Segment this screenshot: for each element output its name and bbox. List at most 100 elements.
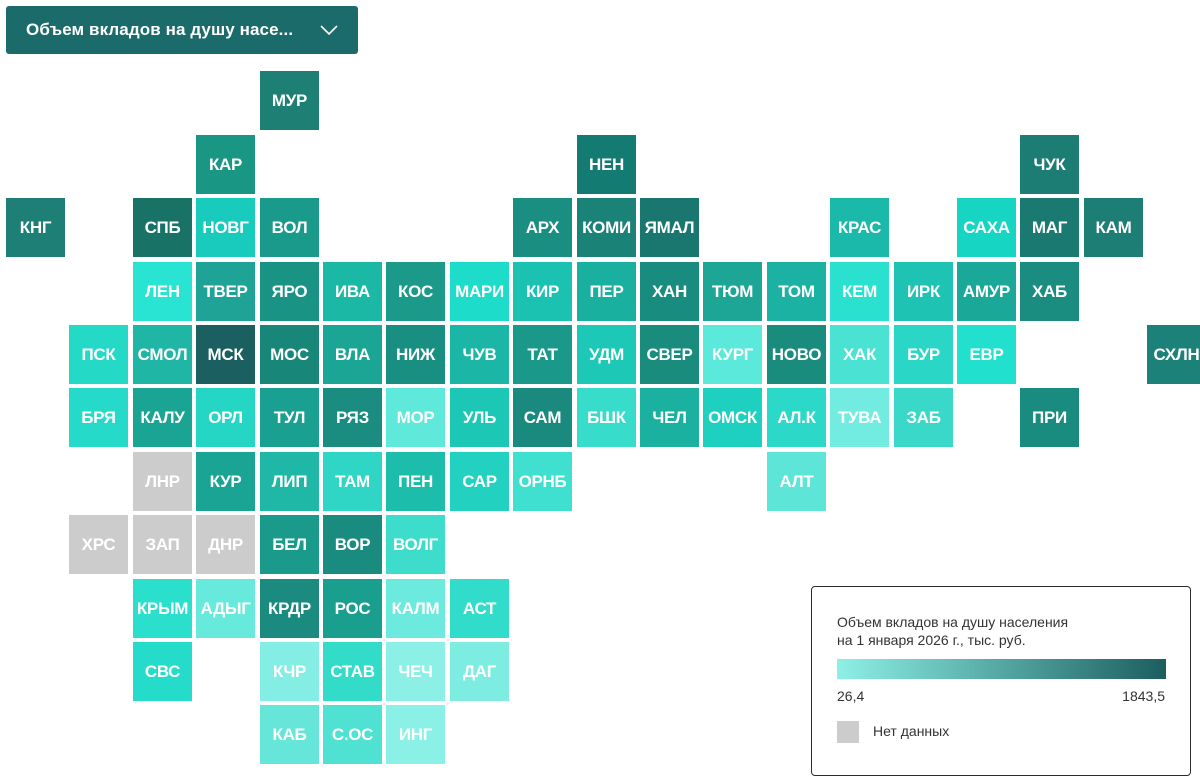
region-tile-тюм[interactable]: ТЮМ — [703, 262, 762, 321]
legend-max-value: 1843,5 — [1122, 688, 1165, 704]
region-tile-лнр[interactable]: ЛНР — [133, 452, 192, 511]
region-tile-крым[interactable]: КРЫМ — [133, 579, 192, 638]
region-tile-хаб[interactable]: ХАБ — [1020, 262, 1079, 321]
region-tile-кур[interactable]: КУР — [196, 452, 255, 511]
legend-title: Объем вкладов на душу населения на 1 янв… — [837, 613, 1157, 649]
region-tile-хак[interactable]: ХАК — [830, 325, 889, 384]
region-tile-коми[interactable]: КОМИ — [577, 198, 636, 257]
region-tile-ирк[interactable]: ИРК — [894, 262, 953, 321]
region-tile-там[interactable]: ТАМ — [323, 452, 382, 511]
region-tile-кург[interactable]: КУРГ — [703, 325, 762, 384]
region-tile-ряз[interactable]: РЯЗ — [323, 388, 382, 447]
region-tile-калу[interactable]: КАЛУ — [133, 388, 192, 447]
region-tile-ямал[interactable]: ЯМАЛ — [640, 198, 699, 257]
indicator-dropdown-label: Объем вкладов на душу насе... — [26, 20, 294, 39]
region-tile-мор[interactable]: МОР — [386, 388, 445, 447]
region-tile-хан[interactable]: ХАН — [640, 262, 699, 321]
region-tile-арх[interactable]: АРХ — [513, 198, 572, 257]
region-tile-смол[interactable]: СМОЛ — [133, 325, 192, 384]
region-tile-ниж[interactable]: НИЖ — [386, 325, 445, 384]
region-tile-кчр[interactable]: КЧР — [260, 642, 319, 701]
region-tile-кем[interactable]: КЕМ — [830, 262, 889, 321]
region-tile-мур[interactable]: МУР — [260, 71, 319, 130]
region-tile-маг[interactable]: МАГ — [1020, 198, 1079, 257]
region-tile-бря[interactable]: БРЯ — [69, 388, 128, 447]
region-tile-ива[interactable]: ИВА — [323, 262, 382, 321]
region-tile-крдр[interactable]: КРДР — [260, 579, 319, 638]
region-tile-ново[interactable]: НОВО — [767, 325, 826, 384]
legend-title-line1: Объем вкладов на душу населения — [837, 614, 1069, 630]
legend-title-line2: на 1 января 2026 г., тыс. руб. — [837, 632, 1026, 648]
region-tile-кос[interactable]: КОС — [386, 262, 445, 321]
region-tile-хрс[interactable]: ХРС — [69, 515, 128, 574]
region-tile-свс[interactable]: СВС — [133, 642, 192, 701]
region-tile-пен[interactable]: ПЕН — [386, 452, 445, 511]
region-tile-мос[interactable]: МОС — [260, 325, 319, 384]
region-tile-каб[interactable]: КАБ — [260, 705, 319, 764]
region-tile-чел[interactable]: ЧЕЛ — [640, 388, 699, 447]
region-tile-с.ос[interactable]: С.ОС — [323, 705, 382, 764]
legend-min-value: 26,4 — [837, 688, 865, 704]
region-tile-евр[interactable]: ЕВР — [957, 325, 1016, 384]
region-tile-удм[interactable]: УДМ — [577, 325, 636, 384]
region-tile-вла[interactable]: ВЛА — [323, 325, 382, 384]
indicator-dropdown[interactable]: Объем вкладов на душу насе... — [6, 6, 358, 54]
region-tile-алт[interactable]: АЛТ — [767, 452, 826, 511]
region-tile-саха[interactable]: САХА — [957, 198, 1016, 257]
region-tile-аст[interactable]: АСТ — [450, 579, 509, 638]
region-tile-зап[interactable]: ЗАП — [133, 515, 192, 574]
region-tile-орнб[interactable]: ОРНБ — [513, 452, 572, 511]
chevron-down-icon — [320, 24, 338, 36]
region-tile-рос[interactable]: РОС — [323, 579, 382, 638]
legend-color-scale — [837, 659, 1166, 679]
region-tile-пер[interactable]: ПЕР — [577, 262, 636, 321]
region-tile-калм[interactable]: КАЛМ — [386, 579, 445, 638]
region-tile-бшк[interactable]: БШК — [577, 388, 636, 447]
region-tile-лен[interactable]: ЛЕН — [133, 262, 192, 321]
region-tile-омск[interactable]: ОМСК — [703, 388, 762, 447]
region-tile-сар[interactable]: САР — [450, 452, 509, 511]
region-tile-тува[interactable]: ТУВА — [830, 388, 889, 447]
region-tile-став[interactable]: СТАВ — [323, 642, 382, 701]
region-tile-даг[interactable]: ДАГ — [450, 642, 509, 701]
region-tile-том[interactable]: ТОМ — [767, 262, 826, 321]
region-tile-инг[interactable]: ИНГ — [386, 705, 445, 764]
region-tile-крас[interactable]: КРАС — [830, 198, 889, 257]
region-tile-кнг[interactable]: КНГ — [6, 198, 65, 257]
region-tile-нен[interactable]: НЕН — [577, 135, 636, 194]
region-tile-кар[interactable]: КАР — [196, 135, 255, 194]
region-tile-лип[interactable]: ЛИП — [260, 452, 319, 511]
region-tile-орл[interactable]: ОРЛ — [196, 388, 255, 447]
region-tile-яро[interactable]: ЯРО — [260, 262, 319, 321]
region-tile-при[interactable]: ПРИ — [1020, 388, 1079, 447]
region-tile-схлн[interactable]: СХЛН — [1147, 325, 1200, 384]
region-tile-тул[interactable]: ТУЛ — [260, 388, 319, 447]
region-tile-мари[interactable]: МАРИ — [450, 262, 509, 321]
region-tile-вол[interactable]: ВОЛ — [260, 198, 319, 257]
region-tile-адыг[interactable]: АДЫГ — [196, 579, 255, 638]
region-tile-амур[interactable]: АМУР — [957, 262, 1016, 321]
region-tile-тат[interactable]: ТАТ — [513, 325, 572, 384]
region-tile-днр[interactable]: ДНР — [196, 515, 255, 574]
region-tile-уль[interactable]: УЛЬ — [450, 388, 509, 447]
region-tile-волг[interactable]: ВОЛГ — [386, 515, 445, 574]
region-tile-новг[interactable]: НОВГ — [196, 198, 255, 257]
region-tile-бур[interactable]: БУР — [894, 325, 953, 384]
region-tile-спб[interactable]: СПБ — [133, 198, 192, 257]
region-tile-чук[interactable]: ЧУК — [1020, 135, 1079, 194]
region-tile-чув[interactable]: ЧУВ — [450, 325, 509, 384]
region-tile-кам[interactable]: КАМ — [1084, 198, 1143, 257]
region-tile-вор[interactable]: ВОР — [323, 515, 382, 574]
region-tile-сам[interactable]: САМ — [513, 388, 572, 447]
region-tile-чеч[interactable]: ЧЕЧ — [386, 642, 445, 701]
region-tile-заб[interactable]: ЗАБ — [894, 388, 953, 447]
region-tile-кир[interactable]: КИР — [513, 262, 572, 321]
region-tile-ал.к[interactable]: АЛ.К — [767, 388, 826, 447]
region-tile-пск[interactable]: ПСК — [69, 325, 128, 384]
legend-no-data-label: Нет данных — [873, 723, 950, 739]
region-tile-мск[interactable]: МСК — [196, 325, 255, 384]
region-tile-твер[interactable]: ТВЕР — [196, 262, 255, 321]
region-tile-бел[interactable]: БЕЛ — [260, 515, 319, 574]
region-tile-свер[interactable]: СВЕР — [640, 325, 699, 384]
